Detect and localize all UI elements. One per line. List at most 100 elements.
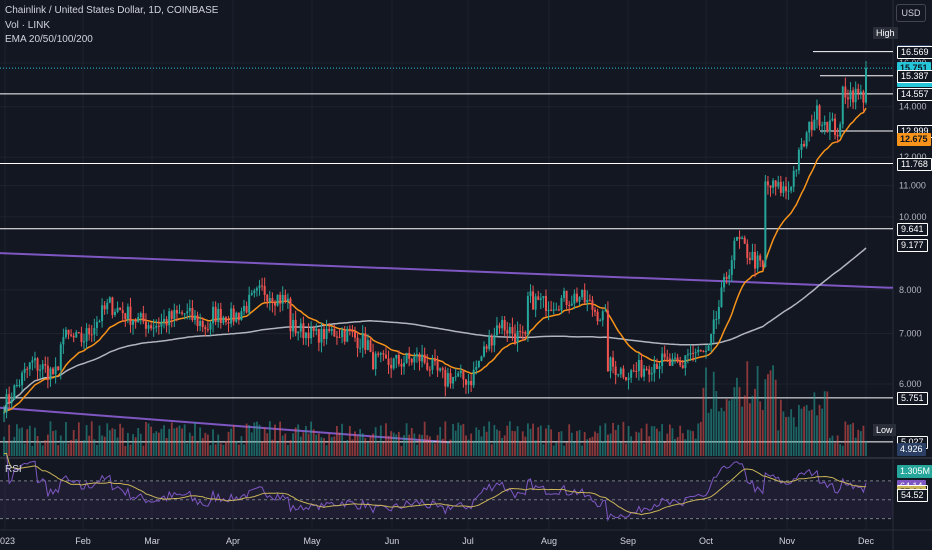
volume-bar [248,425,251,456]
candle-body [808,121,811,133]
volume-bar [126,432,129,456]
x-tick-label: Feb [75,536,91,546]
volume-bar [90,421,93,456]
candle-body [310,327,313,339]
volume-bar [622,421,625,456]
candle-body [612,357,615,367]
currency-button[interactable]: USD [896,4,926,22]
volume-bar [635,431,638,456]
candle-body [170,311,173,319]
volume-bar [465,435,467,456]
candle-body [201,320,204,328]
volume-bar [849,424,852,456]
volume-bar [537,427,540,456]
candle-body [361,333,364,348]
volume-bar [475,427,478,456]
candle-body [862,91,865,103]
volume-bar [199,427,202,456]
candle-body [800,143,803,150]
candle-body [754,251,757,269]
volume-bar [601,441,604,456]
candle-body [462,370,465,380]
candle-body [377,353,380,355]
candle-body [578,297,581,302]
price-tag: 9.641 [897,222,928,236]
volume-bar [797,404,800,456]
volume-bar [689,430,692,456]
volume-bar [289,440,292,456]
volume-bar [72,429,75,456]
price-tag: 11.768 [897,157,932,171]
volume-bar [746,361,749,456]
volume-bar [364,438,367,456]
candle-body [333,328,336,337]
volume-bar [782,411,785,456]
candle-body [410,358,413,363]
candle-body [289,298,292,332]
candle-body [759,255,762,261]
candle-body [423,354,426,363]
volume-bar [545,428,547,456]
volume-bar [767,374,769,456]
candle-body [8,394,11,403]
candle-body [62,337,65,345]
volume-bar [312,429,315,456]
candle-body [769,185,772,188]
volume-bar [108,430,111,456]
volume-bar [219,443,222,456]
volume-bar [599,425,602,456]
volume-bar [163,425,165,456]
candle-body [787,190,790,192]
y-tick-label: 8.000 [899,285,922,295]
candle-body [436,361,439,371]
candle-body [495,325,498,336]
volume-bar [723,411,725,456]
candle-body [446,373,449,387]
volume-bar [560,431,563,456]
volume-bar [387,435,390,456]
volume-bar [75,438,78,456]
volume-bar [831,435,834,456]
volume-bar [354,431,356,456]
candle-body [472,369,475,386]
volume-bar [392,432,395,456]
candle-body [72,335,75,338]
volume-bar [65,422,67,456]
candle-body [5,394,8,413]
candle-body [668,358,671,366]
volume-bar [857,429,860,456]
volume-bar [23,443,26,456]
rsi-ma-line [4,453,867,516]
candle-body [39,369,42,371]
volume-bar [274,424,276,456]
volume-bar [423,421,426,456]
volume-bar [656,428,658,456]
volume-bar [834,443,836,456]
x-tick-label: 2023 [0,536,15,546]
volume-bar [632,440,635,456]
candle-body [810,121,813,131]
candle-body [150,325,153,329]
volume-bar [209,445,212,456]
volume-bar [155,431,158,456]
candle-body [746,243,749,258]
volume-bar [434,443,436,456]
candle-body [452,376,455,384]
volume-bar [547,424,550,456]
volume-bar [361,433,364,456]
volume-bar [225,441,227,456]
volume-bar [772,365,774,456]
volume-bar [498,430,501,456]
candle-body [175,310,178,314]
volume-bar [178,425,181,456]
candle-body [312,327,315,331]
volume-bar [390,431,393,456]
rsi-tag: 54.52 [897,489,928,503]
candle-body [761,260,764,267]
candle-body [132,320,135,325]
candle-body [681,365,684,368]
candle-body [124,313,127,320]
volume-bar [439,426,442,456]
candle-body [209,323,212,330]
